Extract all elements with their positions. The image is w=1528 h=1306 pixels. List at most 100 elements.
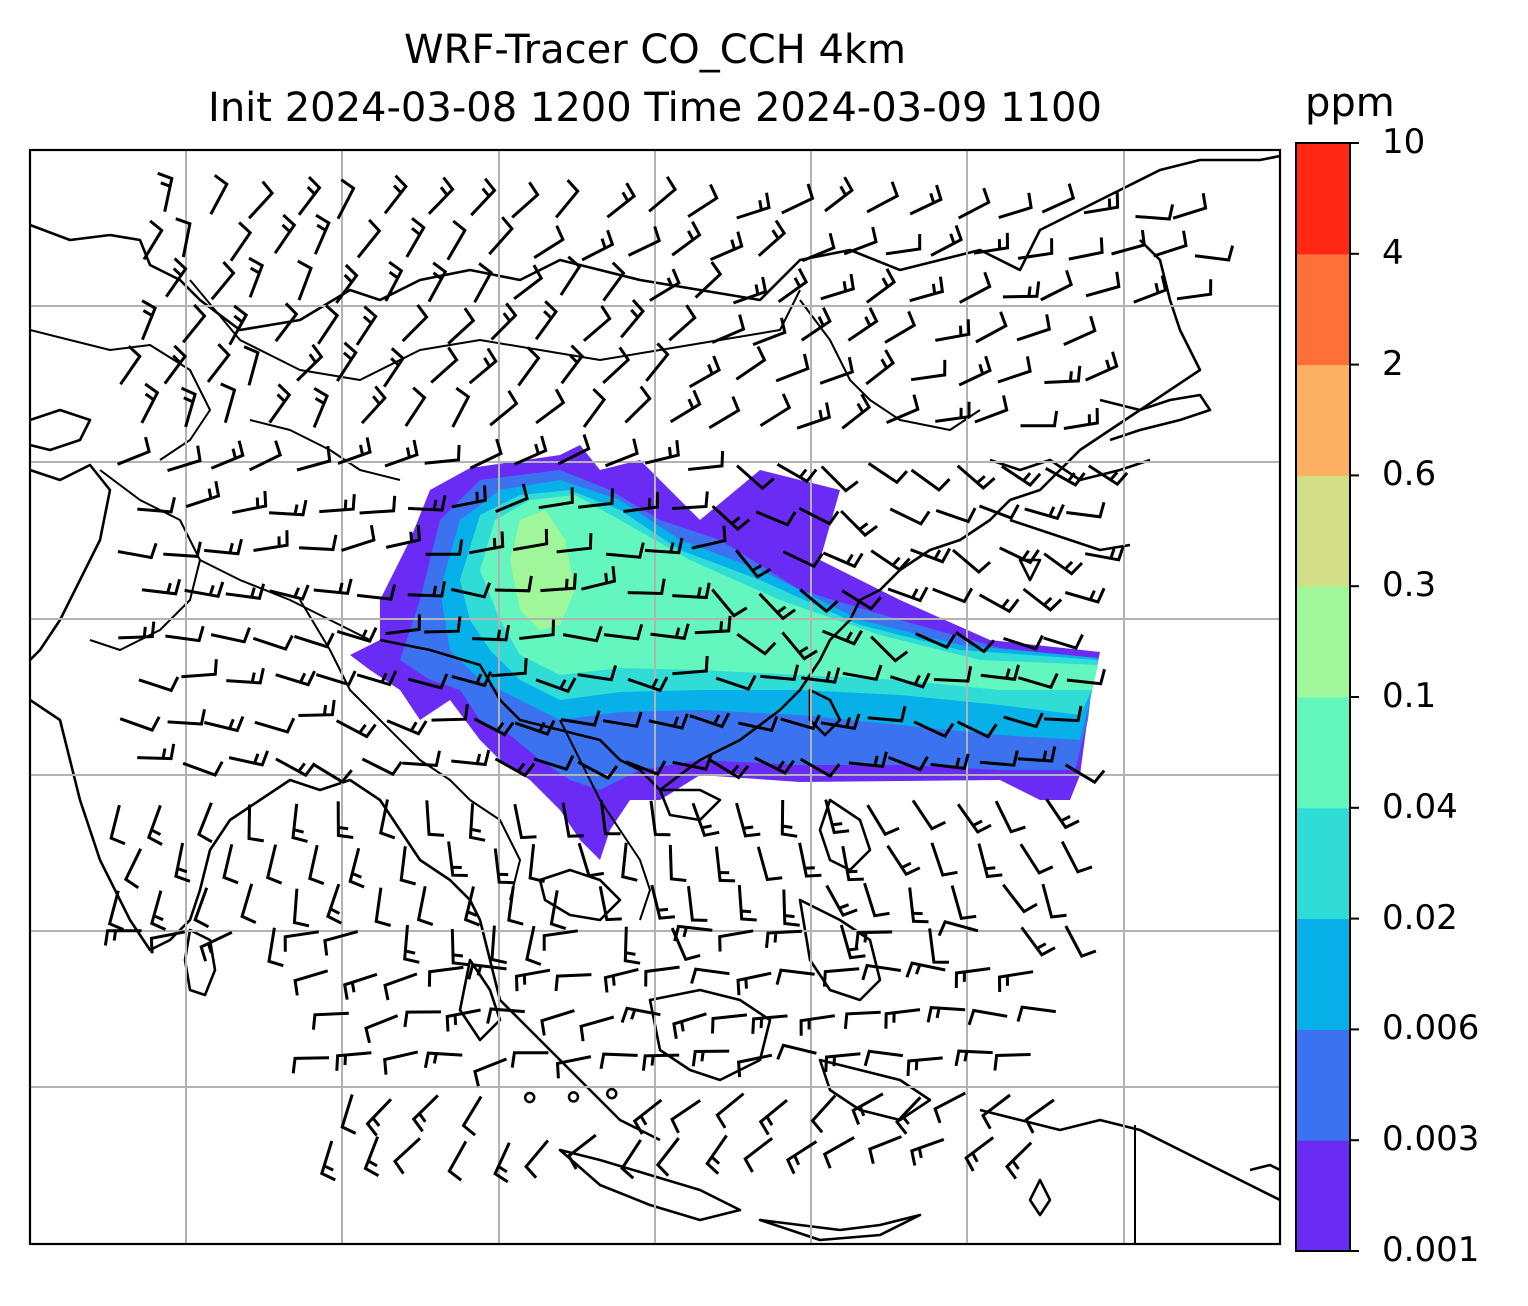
wind-barb (758, 1099, 788, 1136)
wind-barb (384, 260, 404, 302)
wind-barb (644, 537, 684, 555)
wind-barb (627, 578, 666, 596)
wind-barb (1002, 281, 1041, 299)
wind-barb (265, 844, 283, 885)
wind-barb (957, 187, 991, 220)
wind-barb (399, 846, 417, 886)
wind-barb (540, 573, 577, 593)
wind-barb (954, 631, 996, 654)
wind-barb (469, 531, 505, 555)
wind-barb (648, 176, 678, 213)
wind-barb (889, 507, 931, 526)
wind-barb (690, 967, 730, 984)
calm-wind-marker (523, 1091, 536, 1104)
wind-barb (1003, 712, 1044, 729)
wind-barb (863, 1049, 904, 1067)
wind-barb (1153, 230, 1188, 258)
wind-barb (909, 184, 943, 216)
wind-barb (582, 305, 612, 342)
wind-barb (650, 884, 676, 920)
wind-barb (507, 886, 524, 926)
wind-barb (1022, 587, 1063, 612)
wind-barb (1020, 410, 1059, 428)
wind-barb (337, 437, 372, 465)
wind-barb (535, 677, 577, 694)
wind-barb (632, 1098, 663, 1135)
wind-barb (708, 396, 741, 430)
wind-barb (780, 799, 798, 838)
wind-barb (736, 632, 777, 656)
wind-barb (175, 217, 192, 258)
wind-barb (800, 667, 841, 684)
colorbar-segment (1296, 918, 1350, 1030)
wind-barb (820, 273, 855, 301)
wind-barb (1063, 315, 1097, 346)
wind-barb (847, 307, 879, 342)
wind-barb (524, 1139, 550, 1179)
chart-title-line1: WRF-Tracer CO_CCH 4km (403, 27, 907, 73)
wind-barb (689, 712, 731, 729)
wind-barb (103, 929, 142, 946)
wind-barb (958, 355, 992, 387)
wind-barb (473, 262, 493, 304)
wind-barb (494, 575, 533, 593)
plume-band-0.04 (480, 495, 1098, 690)
wind-barb (603, 967, 639, 993)
wind-barb (1020, 926, 1056, 957)
wind-barb (691, 525, 727, 550)
wind-barb (644, 965, 680, 987)
wind-barb (715, 1092, 745, 1129)
wind-barb (954, 967, 991, 989)
wind-barb (937, 920, 979, 937)
wind-barb (335, 719, 377, 739)
wind-barb (1017, 672, 1059, 690)
wind-barb (554, 973, 592, 992)
wind-barb (513, 435, 548, 466)
wind-barb (107, 890, 124, 931)
wind-barb (928, 928, 949, 964)
wind-barb (672, 491, 709, 510)
wind-barb (424, 444, 461, 465)
wind-barb (870, 635, 909, 663)
wind-barb (672, 582, 711, 600)
wind-barb (865, 349, 895, 386)
wind-barb (1083, 192, 1120, 215)
colorbar-tick-label: 0.006 (1382, 1008, 1480, 1049)
wind-barb (977, 843, 1003, 879)
wind-barb (798, 506, 840, 526)
wind-barb (752, 317, 787, 347)
wind-barb (799, 757, 841, 778)
wind-barb (229, 221, 253, 262)
wind-barb (743, 1137, 774, 1173)
wind-barb (447, 841, 468, 877)
wind-barb (993, 1053, 1031, 1071)
wind-barb (514, 719, 556, 736)
wind-barb (935, 319, 971, 342)
wind-barb (494, 757, 536, 778)
wind-barb (490, 925, 508, 965)
wind-barb (293, 632, 335, 649)
wind-barb (407, 673, 449, 690)
country-borders (30, 279, 1136, 1244)
wind-barb (736, 464, 775, 491)
wind-barb (885, 234, 922, 256)
wind-barb (870, 549, 911, 572)
wind-barb (1041, 883, 1067, 919)
wind-barb (142, 219, 164, 261)
wind-barb (468, 803, 486, 842)
chart-title-line2: Init 2024-03-08 1200 Time 2024-03-09 110… (208, 85, 1102, 131)
colorbar-segment (1296, 1029, 1350, 1141)
wind-barb (425, 539, 464, 556)
wind-barb (184, 581, 225, 599)
wind-barb (841, 589, 882, 611)
wind-barb (843, 226, 878, 256)
calm-wind-marker (567, 1091, 580, 1103)
wind-barb (687, 183, 719, 218)
wind-barb (427, 176, 455, 215)
wind-barb (822, 551, 864, 569)
wind-barb (533, 225, 565, 259)
wind-barb (404, 386, 427, 427)
wind-barb (493, 848, 515, 885)
wind-barb (1064, 925, 1097, 958)
wind-barb (228, 304, 249, 346)
